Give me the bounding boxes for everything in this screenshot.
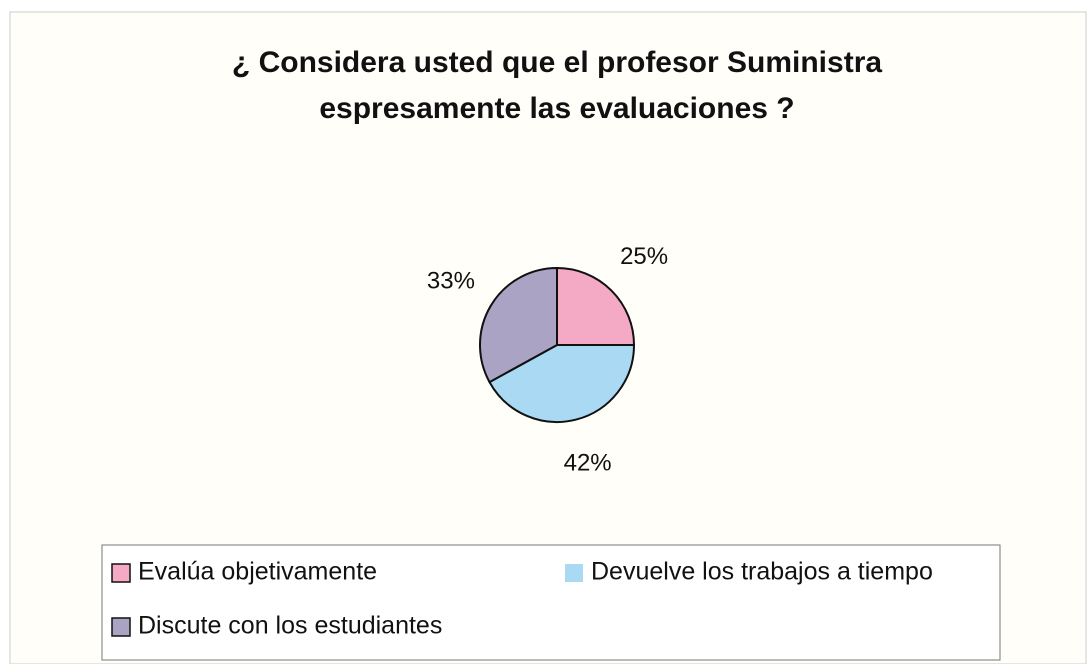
legend-swatch <box>565 564 583 582</box>
chart-title: espresamente las evaluaciones ? <box>319 92 794 125</box>
data-label: 42% <box>564 450 612 477</box>
pie-slice <box>556 266 636 346</box>
legend <box>101 544 1001 661</box>
chart-title: ¿ Considera usted que el profesor Sumini… <box>232 46 882 79</box>
data-label: 25% <box>620 243 668 270</box>
legend-swatch <box>111 563 131 583</box>
legend-label: Evalúa objetivamente <box>138 558 377 586</box>
legend-swatch <box>111 617 131 637</box>
legend-label: Discute con los estudiantes <box>138 612 442 640</box>
legend-label: Devuelve los trabajos a tiempo <box>591 558 933 586</box>
pie-slice <box>488 344 636 423</box>
data-label: 33% <box>427 268 475 295</box>
pie-slice <box>479 266 558 384</box>
